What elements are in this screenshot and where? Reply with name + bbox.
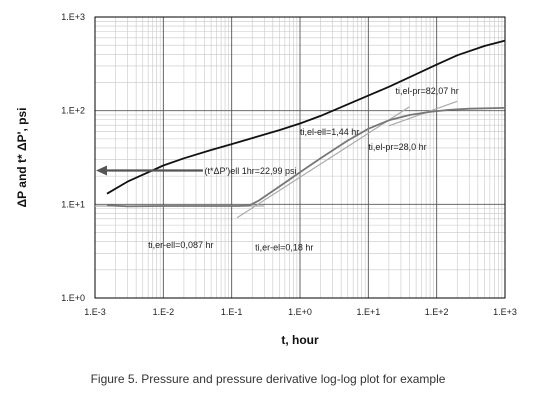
annotations: ti,el-pr=82,07 hr ti,el-ell=1,44 hr ti,el-… xyxy=(148,86,459,253)
annotation-label: ti,el-pr=28,0 hr xyxy=(368,142,426,152)
x-tick-labels: 1.E-3 1.E-2 1.E-1 1.E+0 1.E+1 1.E+2 1.E+3 xyxy=(84,307,517,317)
arrow-head-icon xyxy=(96,165,107,176)
annotation-label: ti,er-ell=0,087 hr xyxy=(148,240,213,250)
chart: 1.E-3 1.E-2 1.E-1 1.E+0 1.E+1 1.E+2 1.E+3 1.E+… xyxy=(15,12,517,347)
x-tick-label: 1.E+1 xyxy=(356,307,380,317)
arrow-layer xyxy=(96,165,203,176)
x-tick-label: 1.E+0 xyxy=(288,307,312,317)
plot-frame xyxy=(94,16,506,299)
x-tick-label: 1.E-3 xyxy=(84,307,106,317)
x-tick-label: 1.E-2 xyxy=(153,307,175,317)
figure-caption: Figure 5. Pressure and pressure derivati… xyxy=(90,372,446,386)
elliptical-flow-line-line xyxy=(236,106,410,219)
y-axis-label: ΔP and t* ΔP', psi xyxy=(15,108,29,208)
annotation-label: (t*ΔP')ell 1hr=22,99 psi xyxy=(204,166,296,176)
pressure-line xyxy=(106,39,506,195)
annotation-label: ti,el-pr=82,07 hr xyxy=(396,86,459,96)
y-tick-label: 1.E+2 xyxy=(61,106,85,116)
x-tick-label: 1.E+2 xyxy=(425,307,449,317)
pressure-derivative-line xyxy=(106,107,506,208)
annotation-label: ti,er-el=0,18 hr xyxy=(255,243,313,253)
x-axis-label: t, hour xyxy=(281,333,319,347)
x-tick-label: 1.E+3 xyxy=(493,307,517,317)
annotation-label: ti,el-ell=1,44 hr xyxy=(300,127,359,137)
series-layer xyxy=(95,39,506,219)
x-tick-label: 1.E-1 xyxy=(221,307,243,317)
y-tick-label: 1.E+1 xyxy=(61,199,85,209)
y-tick-label: 1.E+0 xyxy=(61,293,85,303)
y-tick-label: 1.E+3 xyxy=(61,12,85,22)
y-tick-labels: 1.E+0 1.E+1 1.E+2 1.E+3 xyxy=(61,12,85,303)
